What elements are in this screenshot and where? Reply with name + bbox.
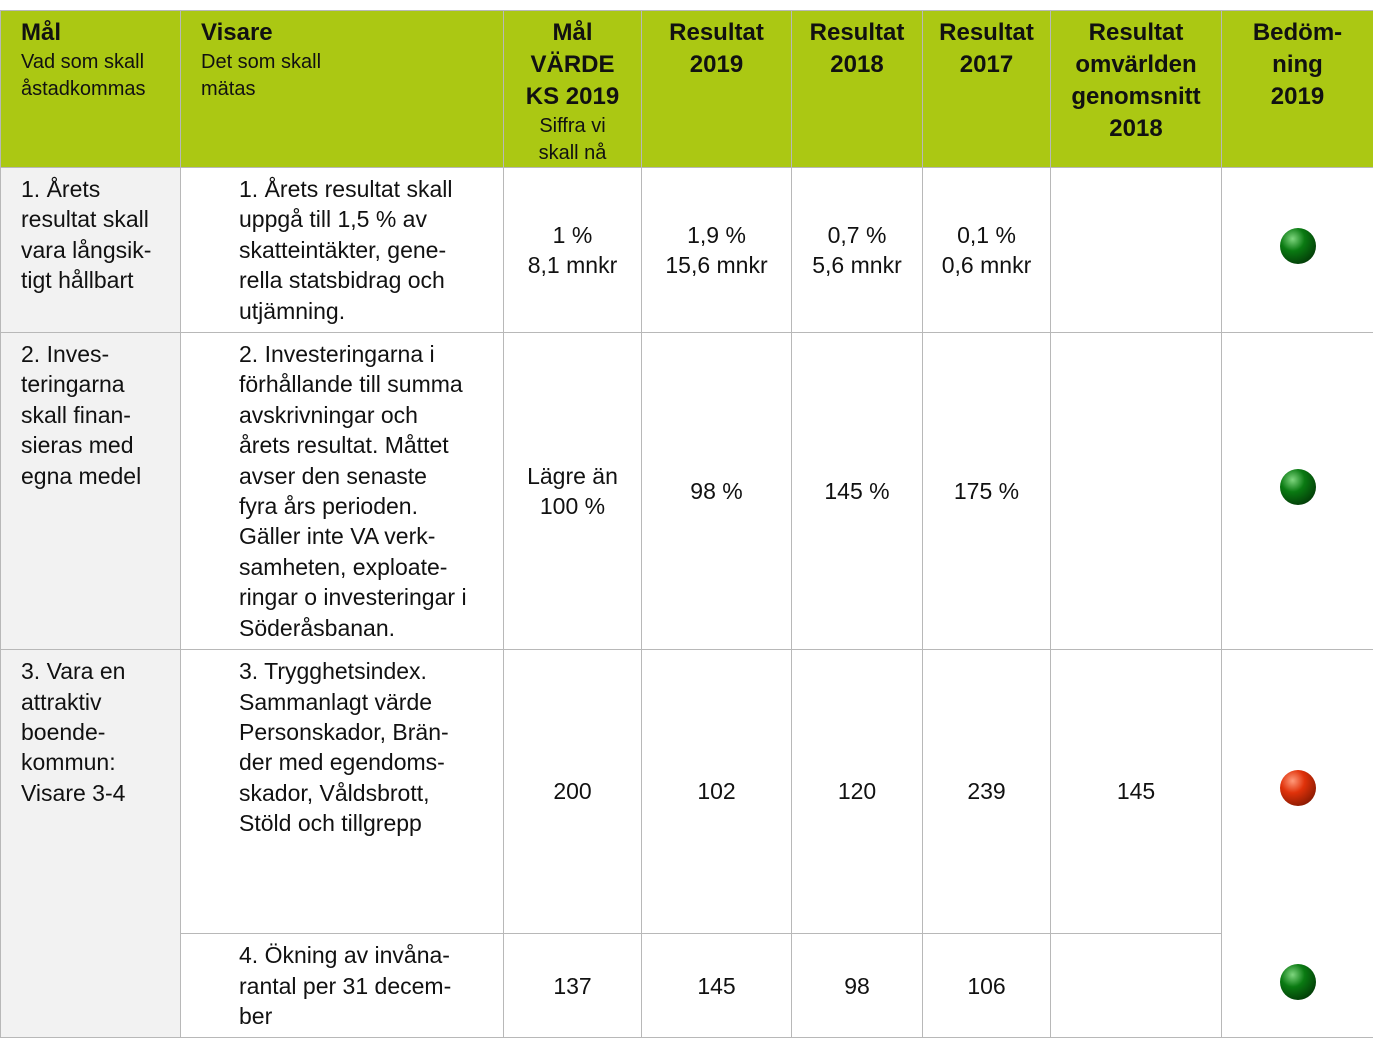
status-green bbox=[1278, 962, 1318, 1002]
empty-cell bbox=[1051, 934, 1222, 1038]
assessment-cell bbox=[1222, 168, 1373, 333]
indicator-cell: 3. Trygghetsindex. Sammanlagt värde Pers… bbox=[181, 650, 504, 934]
column-title: Mål VÄRDE KS 2019 bbox=[510, 17, 635, 113]
value-cell: 106 bbox=[923, 934, 1051, 1038]
status-green bbox=[1278, 226, 1318, 266]
goal-cell: 1. Årets resultat skall vara långsik- ti… bbox=[1, 168, 181, 333]
column-subtitle: Siffra vi skall nå bbox=[510, 113, 635, 167]
assessment-cell bbox=[1222, 934, 1373, 1038]
value-cell: 239 bbox=[923, 650, 1051, 934]
table-body: 1. Årets resultat skall vara långsik- ti… bbox=[1, 168, 1373, 1038]
column-header: Bedöm- ning 2019 bbox=[1222, 11, 1373, 168]
column-title: Resultat 2018 bbox=[798, 17, 916, 81]
value-cell: Lägre än 100 % bbox=[504, 333, 642, 650]
goal-cell: 3. Vara en attraktiv boende- kommun: Vis… bbox=[1, 650, 181, 1038]
column-subtitle: Vad som skall åstadkommas bbox=[21, 49, 174, 103]
value-cell: 102 bbox=[642, 650, 792, 934]
empty-cell bbox=[1051, 333, 1222, 650]
assessment-cell bbox=[1222, 333, 1373, 650]
value-cell: 98 % bbox=[642, 333, 792, 650]
column-title: Resultat 2017 bbox=[929, 17, 1044, 81]
table-row: 3. Vara en attraktiv boende- kommun: Vis… bbox=[1, 650, 1373, 934]
empty-cell bbox=[1051, 168, 1222, 333]
table-row: 1. Årets resultat skall vara långsik- ti… bbox=[1, 168, 1373, 333]
value-cell: 1,9 % 15,6 mnkr bbox=[642, 168, 792, 333]
table-row: 2. Inves- teringarna skall finan- sieras… bbox=[1, 333, 1373, 650]
column-title: Visare bbox=[201, 17, 497, 49]
indicator-cell: 4. Ökning av invåna- rantal per 31 decem… bbox=[181, 934, 504, 1038]
value-cell: 200 bbox=[504, 650, 642, 934]
column-title: Mål bbox=[21, 17, 174, 49]
value-cell: 175 % bbox=[923, 333, 1051, 650]
column-header: Resultat 2019 bbox=[642, 11, 792, 168]
value-cell: 145 bbox=[642, 934, 792, 1038]
value-cell: 145 bbox=[1051, 650, 1222, 934]
value-cell: 137 bbox=[504, 934, 642, 1038]
value-cell: 145 % bbox=[792, 333, 923, 650]
indicator-cell: 2. Investeringarna i förhållande till su… bbox=[181, 333, 504, 650]
column-title: Resultat 2019 bbox=[648, 17, 785, 81]
column-subtitle: Det som skall mätas bbox=[201, 49, 497, 103]
status-green bbox=[1278, 467, 1318, 507]
value-cell: 98 bbox=[792, 934, 923, 1038]
status-red bbox=[1278, 768, 1318, 808]
value-cell: 1 % 8,1 mnkr bbox=[504, 168, 642, 333]
value-cell: 0,1 % 0,6 mnkr bbox=[923, 168, 1051, 333]
assessment-cell bbox=[1222, 650, 1373, 934]
column-header: Resultat 2018 bbox=[792, 11, 923, 168]
indicator-cell: 1. Årets resultat skall uppgå till 1,5 %… bbox=[181, 168, 504, 333]
value-cell: 0,7 % 5,6 mnkr bbox=[792, 168, 923, 333]
column-header: Resultat 2017 bbox=[923, 11, 1051, 168]
value-cell: 120 bbox=[792, 650, 923, 934]
column-title: Bedöm- ning 2019 bbox=[1228, 17, 1367, 113]
table-row: 4. Ökning av invåna- rantal per 31 decem… bbox=[1, 934, 1373, 1038]
column-header: Resultat omvärlden genomsnitt 2018 bbox=[1051, 11, 1222, 168]
column-title: Resultat omvärlden genomsnitt 2018 bbox=[1057, 17, 1215, 145]
goal-cell: 2. Inves- teringarna skall finan- sieras… bbox=[1, 333, 181, 650]
